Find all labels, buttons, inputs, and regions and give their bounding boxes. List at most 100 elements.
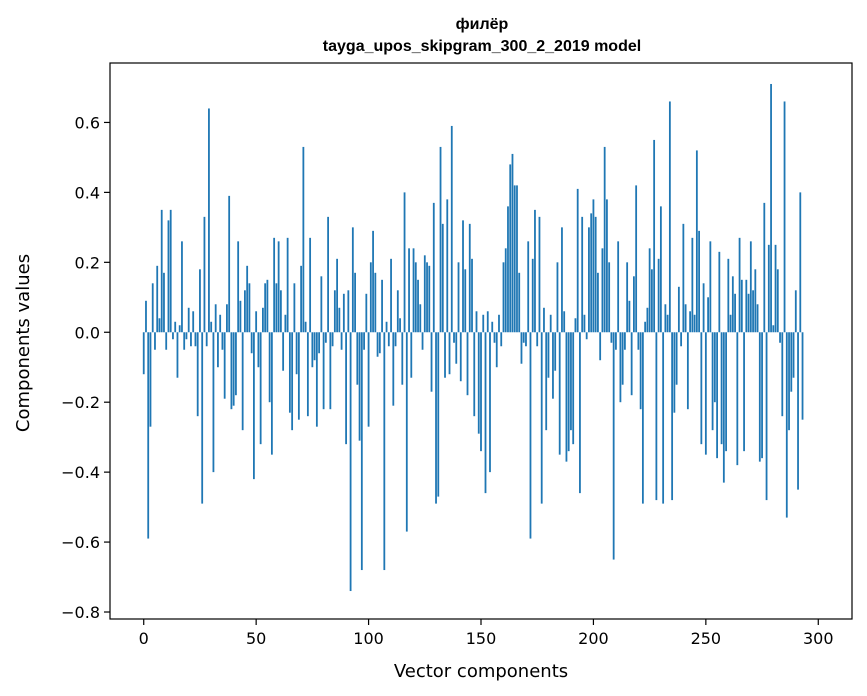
bar [450, 125, 453, 333]
y-tick-label: −0.6 [61, 533, 100, 552]
bar [558, 332, 561, 455]
chart-title: филёр [456, 16, 509, 33]
bar [797, 332, 799, 490]
bar [504, 248, 507, 333]
bar [190, 332, 192, 347]
bar [282, 332, 285, 371]
bar [480, 332, 482, 452]
bar [165, 332, 168, 350]
bar [736, 332, 739, 466]
bar [176, 332, 179, 378]
bar [169, 209, 172, 333]
bar [284, 314, 287, 333]
bar [662, 332, 665, 504]
bar [381, 279, 383, 333]
bar [214, 304, 217, 333]
bar [684, 304, 687, 333]
bar [525, 332, 527, 347]
bar [545, 332, 548, 431]
bar [713, 332, 716, 403]
bar [774, 244, 777, 333]
bar [799, 192, 802, 333]
y-tick-label: −0.8 [61, 603, 100, 622]
bar [185, 332, 188, 340]
bar [417, 279, 419, 333]
bar [547, 332, 550, 378]
bar [295, 332, 298, 375]
bar [711, 332, 714, 431]
bar [659, 206, 662, 333]
bar [794, 290, 797, 333]
bar [731, 276, 734, 333]
x-tick-label: 150 [466, 629, 497, 648]
bar [239, 300, 242, 333]
bar [163, 272, 165, 333]
bar [680, 332, 683, 347]
bar [565, 332, 568, 462]
bar [156, 265, 159, 333]
bar [453, 332, 455, 343]
bar [498, 314, 500, 333]
bar [772, 325, 775, 333]
bar [270, 332, 273, 455]
bar [327, 216, 329, 333]
x-tick-label: 100 [353, 629, 384, 648]
bar [360, 332, 363, 571]
bar [259, 332, 262, 445]
x-tick-label: 250 [691, 629, 722, 648]
bar [702, 283, 705, 333]
x-tick-label: 0 [139, 629, 149, 648]
bar [520, 332, 523, 364]
bar [641, 332, 644, 504]
bar [590, 213, 593, 333]
bar [734, 293, 736, 333]
bar [178, 325, 181, 333]
bar [633, 276, 635, 333]
bar [217, 332, 219, 368]
bar [230, 332, 233, 410]
bar [792, 332, 795, 378]
bar [203, 216, 206, 333]
bar [549, 314, 552, 333]
x-tick-label: 300 [803, 629, 834, 648]
y-tick-label: −0.2 [61, 393, 100, 412]
bar [543, 307, 545, 333]
bar [624, 332, 626, 350]
bar [205, 332, 208, 347]
bar [637, 332, 640, 350]
bar [237, 241, 240, 333]
bar [749, 241, 752, 333]
bar [727, 258, 730, 333]
bar [347, 290, 350, 333]
bar [437, 332, 440, 497]
bar [628, 300, 631, 333]
bar [650, 269, 653, 333]
bar [729, 314, 732, 333]
bar [383, 332, 386, 571]
bar [367, 332, 370, 427]
bar [538, 216, 541, 333]
bar [385, 321, 388, 333]
bar [257, 332, 260, 368]
bar [522, 332, 525, 343]
bar [336, 258, 338, 333]
bar [351, 227, 354, 333]
bar [358, 332, 361, 441]
bar [459, 332, 462, 382]
bar [468, 223, 471, 333]
bar [223, 332, 226, 399]
bar [484, 332, 487, 494]
bar [489, 332, 491, 473]
bar [588, 227, 590, 333]
bar [673, 332, 676, 413]
bar [502, 262, 505, 333]
bar [682, 223, 685, 333]
bar [554, 332, 557, 371]
bar [432, 202, 435, 333]
bar [448, 332, 451, 375]
bar [356, 332, 359, 385]
bar [279, 290, 282, 333]
bar [419, 304, 422, 333]
bar [199, 269, 201, 333]
bar [500, 332, 503, 347]
